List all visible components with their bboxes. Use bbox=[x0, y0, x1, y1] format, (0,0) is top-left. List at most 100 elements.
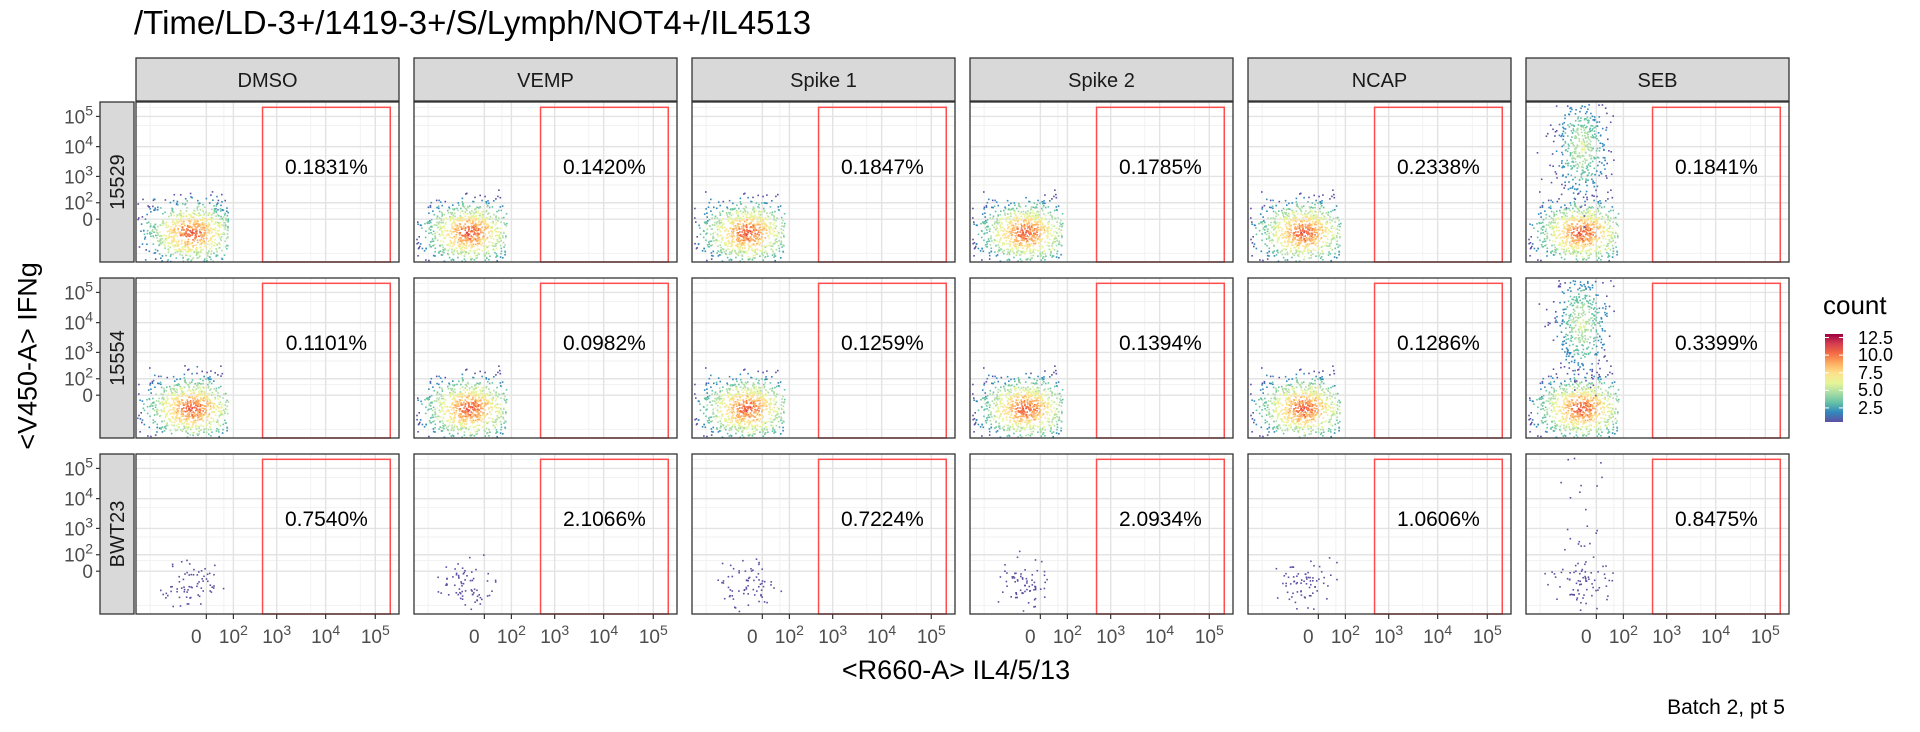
density-cell bbox=[1314, 249, 1317, 252]
density-cell bbox=[480, 244, 483, 246]
density-cell bbox=[1531, 245, 1533, 248]
density-cell bbox=[1030, 233, 1032, 235]
density-cell bbox=[227, 219, 229, 221]
density-cell bbox=[781, 232, 783, 234]
density-cell bbox=[1019, 258, 1022, 260]
density-cell bbox=[1021, 224, 1024, 227]
density-cell bbox=[746, 219, 748, 221]
density-cell bbox=[735, 227, 737, 229]
density-cell bbox=[1338, 219, 1340, 222]
density-cell bbox=[732, 232, 734, 234]
density-cell bbox=[174, 251, 177, 254]
density-cell bbox=[1053, 248, 1056, 251]
density-cell bbox=[1044, 231, 1046, 233]
density-cell bbox=[1322, 253, 1324, 255]
density-cell bbox=[1575, 247, 1578, 249]
density-cell bbox=[149, 208, 151, 210]
density-cell bbox=[1304, 225, 1307, 228]
density-cell bbox=[189, 248, 191, 251]
density-cell bbox=[452, 252, 455, 254]
density-cell bbox=[161, 224, 164, 227]
density-cell bbox=[441, 231, 443, 233]
density-cell bbox=[1585, 212, 1588, 214]
density-cell bbox=[1039, 253, 1042, 256]
density-cell bbox=[170, 212, 172, 214]
density-cell bbox=[1277, 221, 1279, 224]
density-cell bbox=[1587, 224, 1589, 227]
density-cell bbox=[495, 227, 497, 230]
density-cell bbox=[1058, 228, 1061, 230]
density-cell bbox=[441, 215, 443, 218]
density-cell bbox=[182, 212, 185, 215]
density-cell bbox=[201, 219, 204, 222]
density-cell bbox=[202, 210, 204, 213]
density-cell bbox=[707, 220, 709, 222]
density-cell bbox=[177, 204, 179, 206]
density-cell bbox=[995, 235, 998, 237]
gate-percentage-label: 0.2338% bbox=[1397, 156, 1480, 179]
density-cell bbox=[750, 213, 753, 216]
density-cell bbox=[733, 236, 736, 238]
density-cell bbox=[1027, 240, 1029, 243]
density-cell bbox=[1555, 251, 1557, 254]
density-cell bbox=[1020, 223, 1022, 225]
density-cell bbox=[1267, 217, 1269, 219]
density-cell bbox=[1301, 225, 1304, 227]
density-cell bbox=[440, 217, 442, 220]
density-cell bbox=[1287, 243, 1290, 246]
density-cell bbox=[1563, 237, 1566, 239]
density-cell bbox=[1300, 225, 1303, 228]
density-cell bbox=[461, 234, 463, 237]
density-cell bbox=[1006, 259, 1009, 261]
density-cell bbox=[760, 222, 763, 225]
density-cell bbox=[1287, 222, 1290, 224]
density-cell bbox=[1004, 234, 1006, 236]
density-cell bbox=[499, 256, 502, 258]
density-cell bbox=[167, 245, 169, 247]
density-cell bbox=[1035, 228, 1038, 230]
density-cell bbox=[1582, 241, 1585, 243]
density-cell bbox=[750, 211, 753, 214]
density-cell bbox=[1282, 248, 1285, 250]
density-cell bbox=[1303, 220, 1306, 223]
density-cell bbox=[1603, 235, 1605, 238]
density-cell bbox=[728, 216, 731, 218]
density-cell bbox=[986, 201, 989, 204]
density-cell bbox=[463, 255, 466, 257]
density-cell bbox=[1051, 256, 1053, 258]
density-cell bbox=[449, 245, 451, 247]
density-cell bbox=[1329, 230, 1331, 233]
density-cell bbox=[1043, 250, 1045, 252]
density-cell bbox=[1579, 226, 1582, 228]
density-cell bbox=[776, 236, 779, 238]
density-cell bbox=[1600, 259, 1602, 261]
density-cell bbox=[1332, 236, 1335, 239]
density-cell bbox=[1317, 251, 1320, 254]
density-cell bbox=[1037, 250, 1040, 252]
density-cell bbox=[1053, 238, 1056, 240]
density-cell bbox=[199, 240, 202, 243]
density-cell bbox=[455, 250, 458, 253]
density-cell bbox=[750, 233, 753, 236]
density-cell bbox=[1307, 245, 1309, 248]
density-cell bbox=[1057, 205, 1060, 207]
density-cell bbox=[187, 229, 189, 231]
density-cell bbox=[184, 248, 187, 251]
density-cell bbox=[724, 229, 726, 232]
density-cell bbox=[199, 255, 201, 257]
density-cell bbox=[210, 194, 212, 196]
density-cell bbox=[474, 196, 476, 199]
density-cell bbox=[731, 243, 733, 246]
density-cell bbox=[1037, 226, 1039, 229]
density-cell bbox=[1310, 228, 1313, 231]
density-cell bbox=[778, 247, 781, 250]
density-cell bbox=[776, 217, 778, 219]
density-cell bbox=[720, 219, 723, 222]
density-cell bbox=[1020, 211, 1023, 213]
density-cell bbox=[1318, 221, 1321, 223]
density-cell bbox=[1531, 243, 1534, 245]
density-cell bbox=[495, 215, 497, 217]
density-cell bbox=[1335, 217, 1337, 219]
density-cell bbox=[444, 200, 447, 203]
density-cell bbox=[756, 243, 758, 245]
